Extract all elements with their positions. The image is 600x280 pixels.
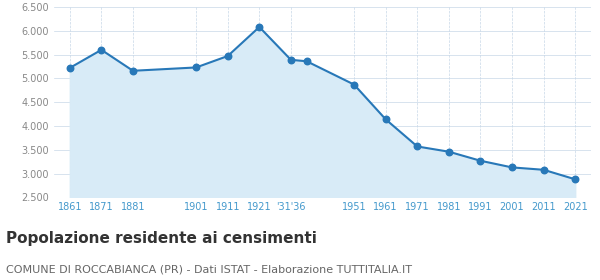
Point <box>128 69 138 73</box>
Point <box>349 82 359 87</box>
Point <box>286 58 296 62</box>
Point <box>571 177 580 181</box>
Point <box>97 48 106 52</box>
Point <box>302 59 311 64</box>
Point <box>254 25 264 29</box>
Point <box>65 66 74 70</box>
Point <box>191 65 201 70</box>
Point <box>476 158 485 163</box>
Text: Popolazione residente ai censimenti: Popolazione residente ai censimenti <box>6 231 317 246</box>
Point <box>381 117 391 122</box>
Point <box>507 165 517 170</box>
Point <box>539 167 548 172</box>
Text: COMUNE DI ROCCABIANCA (PR) - Dati ISTAT - Elaborazione TUTTITALIA.IT: COMUNE DI ROCCABIANCA (PR) - Dati ISTAT … <box>6 265 412 275</box>
Point <box>223 54 233 58</box>
Point <box>412 144 422 149</box>
Point <box>444 150 454 154</box>
